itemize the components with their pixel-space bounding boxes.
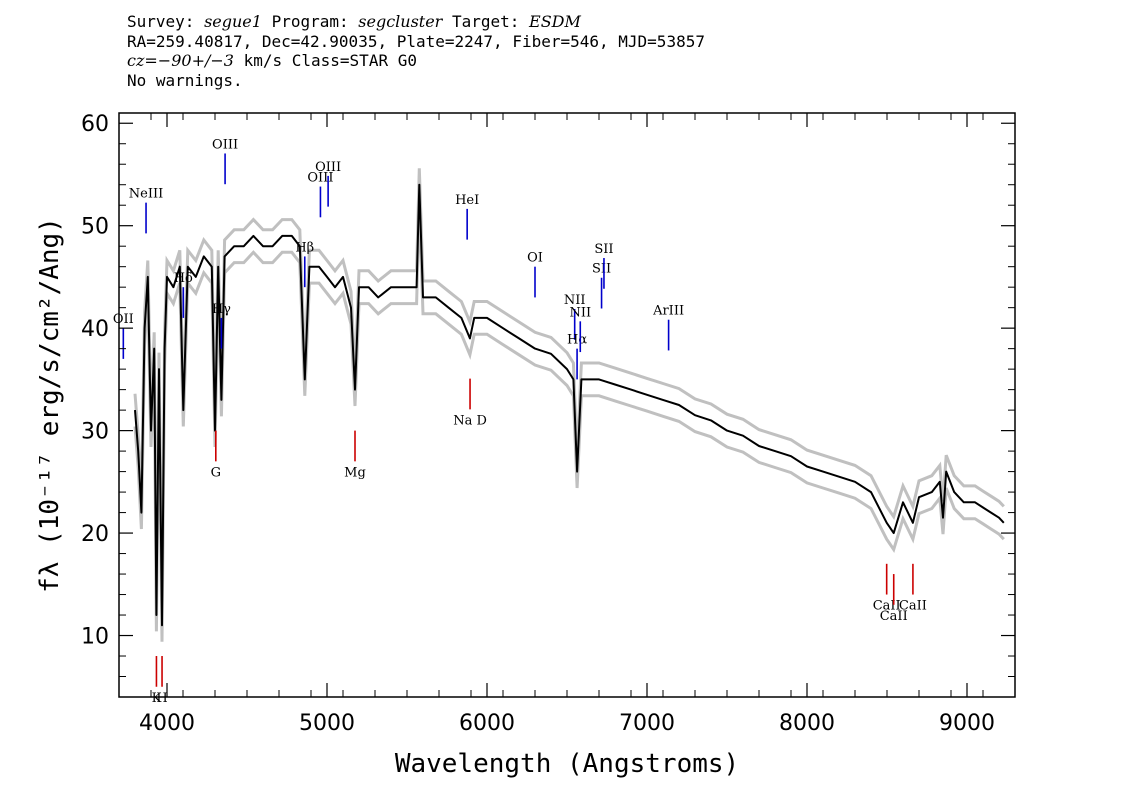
- y-tick-label: 30: [81, 420, 109, 445]
- emission-line-label: Hβ: [295, 240, 314, 255]
- axes: 4000 5000 6000 7000 8000 9000 10 20 30 40 50 60: [81, 112, 1016, 736]
- noise-upper: [133, 168, 1005, 609]
- plot-header: Survey: segue1 Program: segcluster Targe…: [127, 12, 705, 90]
- emission-line-label: SII: [592, 262, 611, 277]
- emission-line-label: Hγ: [212, 302, 231, 317]
- emission-line-label: Hδ: [174, 271, 193, 286]
- header-coordinates-line: RA=259.40817, Dec=42.90035, Plate=2247, …: [127, 31, 705, 51]
- x-tick-label: 8000: [779, 711, 835, 736]
- absorption-line-label: CaII: [880, 609, 908, 624]
- absorption-line-label: Na D: [453, 413, 487, 428]
- cz-value: =−90+/−3: [144, 51, 234, 70]
- emission-line-label: ArIII: [652, 304, 684, 319]
- absorption-line-label: G: [211, 465, 221, 480]
- y-tick-label: 20: [81, 522, 109, 547]
- header-survey-line: Survey: segue1 Program: segcluster Targe…: [127, 12, 581, 31]
- emission-line-label: NII: [569, 305, 591, 320]
- emission-line-label: NeIII: [129, 187, 163, 202]
- x-axis-label: Wavelength (Angstroms): [395, 749, 739, 779]
- emission-line-label: OIII: [315, 160, 341, 175]
- absorption-line-label: Mg: [344, 465, 366, 480]
- emission-line-label: OIII: [212, 137, 238, 152]
- x-tick-label: 4000: [139, 711, 195, 736]
- program-name: segcluster: [358, 12, 443, 31]
- emission-line-label: OI: [527, 251, 543, 266]
- emission-line-label: OII: [113, 312, 134, 327]
- survey-name: segue1: [204, 12, 262, 31]
- y-axis-label: fλ (10⁻¹⁷ erg/s/cm²/Ang): [35, 217, 65, 593]
- y-tick-label: 50: [81, 215, 109, 240]
- emission-line-label: OIII: [307, 171, 333, 186]
- spectral-line-markers: OIINeIIIHδHγOIIIHβOIIIOIIIHeIOINIIHαNIIS…: [113, 137, 927, 705]
- x-tick-label: 5000: [299, 711, 355, 736]
- y-tick-label: 60: [81, 112, 109, 137]
- absorption-line-label: CaII: [899, 599, 927, 614]
- emission-line-label: Hα: [567, 333, 587, 348]
- absorption-line-label: H: [156, 691, 167, 706]
- y-tick-label: 10: [81, 625, 109, 650]
- emission-line-label: SII: [594, 242, 613, 257]
- target-name: ESDM: [529, 12, 581, 31]
- noise-lower: [133, 201, 1005, 642]
- absorption-line-label: K: [152, 691, 162, 706]
- flux-series: [134, 183, 1005, 627]
- x-tick-label: 7000: [619, 711, 675, 736]
- y-tick-label: 40: [81, 317, 109, 342]
- emission-line-label: NII: [564, 293, 586, 308]
- x-tick-label: 6000: [459, 711, 515, 736]
- header-redshift-line: cz=−90+/−3 km/s Class=STAR G0: [127, 51, 417, 70]
- flux-line: [134, 183, 1005, 627]
- emission-line-label: HeI: [455, 193, 479, 208]
- header-warnings-line: No warnings.: [127, 70, 243, 90]
- noise-band: [133, 168, 1005, 642]
- x-tick-label: 9000: [939, 711, 995, 736]
